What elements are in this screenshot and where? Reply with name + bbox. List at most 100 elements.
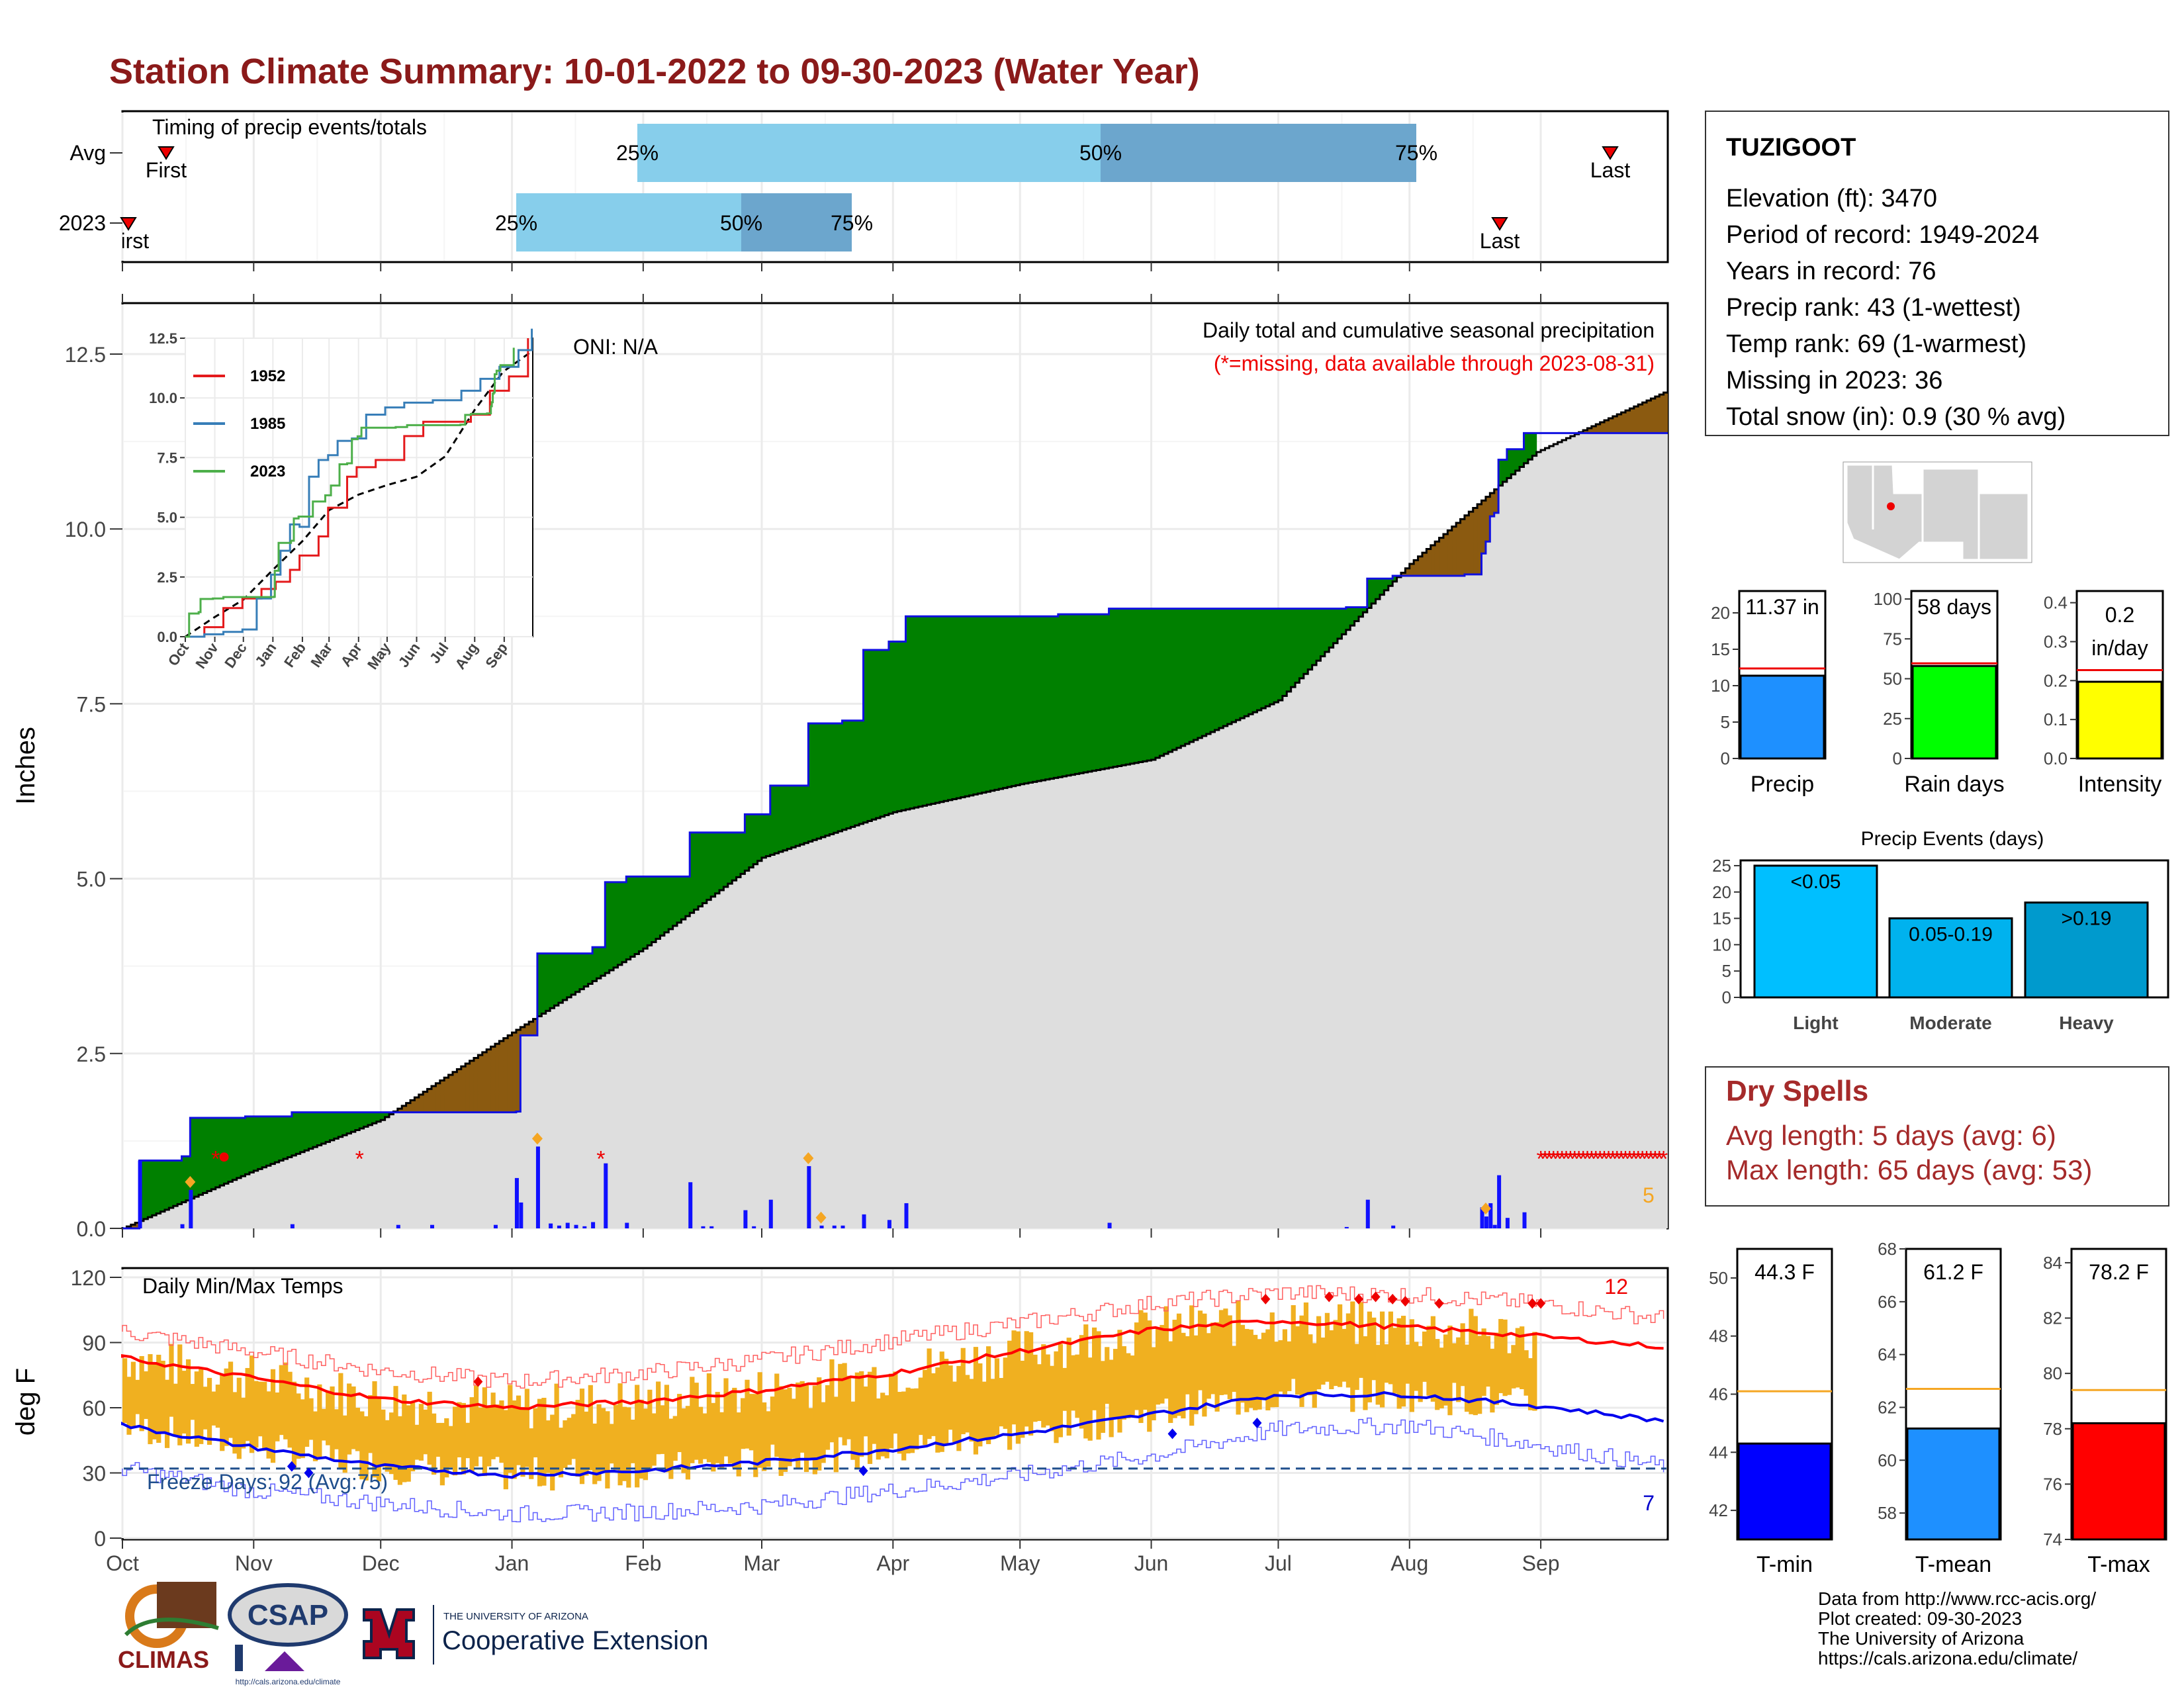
daily-temp-bar [1451,1343,1457,1383]
record-low-marker [1252,1417,1262,1428]
daily-temp-bar [981,1381,987,1440]
record-min-line [122,1417,1664,1523]
daily-temp-bar [1087,1357,1093,1441]
mini-bar-ytick-label: 50 [1883,669,1902,689]
daily-temp-bar [791,1398,796,1459]
station-info-line: Temp rank: 69 (1-warmest) [1726,330,2026,358]
daily-temp-bar [753,1394,758,1477]
daily-temp-bar [1015,1331,1021,1444]
daily-temp-bar [245,1367,250,1441]
precip-event-bar [1753,864,1878,999]
daily-temp-bar [660,1405,665,1454]
precip-event-bar-heavy: >0.19 Heavy [2024,901,2149,1033]
climas-logo-text: CLIMAS [118,1646,209,1673]
daily-temp-bar [994,1358,1000,1436]
daily-temp-bar [614,1404,619,1470]
daily-temp-bar [1257,1339,1262,1410]
missing-marker: * [1608,1146,1617,1171]
daily-temp-bar [990,1379,995,1438]
daily-temp-bar [1447,1325,1453,1416]
snow-marker [185,1175,196,1188]
daily-temp-bar [923,1369,928,1445]
daily-temp-bar [1054,1351,1059,1443]
daily-temp-bar [461,1402,466,1475]
month-label: Jun [1134,1551,1169,1575]
station-info-line: Elevation (ft): 3470 [1726,185,1937,212]
daily-temp-bar [1007,1340,1013,1450]
daily-temp-bar [948,1365,953,1430]
daily-temp-bar [554,1383,559,1473]
daily-temp-bar [1193,1335,1199,1414]
missing-marker: * [1570,1146,1579,1171]
daily-temp-bar [1147,1320,1152,1432]
daily-temp-bar [266,1391,271,1459]
precip-events-panel: Precip Events (days) 0 5 10 15 20 25 <0.05 Ligh… [1694,804,2177,1033]
temp-hot-count: 12 [1604,1275,1628,1299]
missing-marker: * [1545,1146,1553,1171]
month-label: Dec [362,1551,400,1575]
events-ytick-label: 15 [1712,909,1731,929]
y2023-last-label: Last [1480,229,1520,253]
precip-event-bar [2024,901,2149,999]
missing-marker: * [1549,1146,1558,1171]
daily-temp-bar [677,1394,682,1453]
daily-temp-bar [1473,1316,1478,1416]
daily-temp-bar [1367,1311,1372,1402]
daily-temp-bar [664,1385,670,1473]
daily-temp-bar [1036,1364,1042,1422]
missing-marker: * [1587,1146,1596,1171]
daily-temp-bar [330,1386,335,1460]
precip-ytick-label: 5.0 [77,868,106,891]
timing-row-avg-label: Avg [69,141,106,165]
daily-temp-bar [1227,1315,1232,1400]
timing-title: Timing of precip events/totals [152,115,427,139]
daily-temp-bar [1303,1302,1309,1394]
daily-temp-bar [512,1400,517,1479]
daily-precip-bar [625,1222,629,1228]
inset-ytick-label: 0.0 [157,629,177,645]
y2023-bar-q50-q75 [741,193,852,251]
precip-event-range-label: <0.05 [1791,871,1841,893]
record-high-marker [1371,1291,1381,1303]
temp-bar-ytick-label: 62 [1878,1397,1897,1417]
temp-bar-ytick-label: 82 [2043,1308,2062,1328]
csap-url: http://cals.arizona.edu/climate [236,1677,341,1686]
daily-temp-bar [647,1389,653,1471]
daily-temp-bar [1050,1365,1055,1432]
daily-temp-bar [1155,1328,1161,1405]
daily-temp-bar [690,1377,695,1463]
daily-precip-bar [604,1163,608,1228]
inset-ytick-label: 10.0 [149,390,177,406]
daily-temp-bar [1113,1349,1118,1418]
record-high-marker [1400,1296,1410,1307]
daily-temp-bar [1240,1324,1246,1403]
daily-temp-bar [389,1412,394,1475]
precip-event-bar-moderate: 0.05-0.19 Moderate [1888,917,2013,1033]
daily-temp-bar [1422,1331,1428,1382]
avg-q75-label: 75% [1395,141,1437,165]
daily-precip-bar [862,1214,866,1228]
temp-bar-ytick-label: 78 [2043,1419,2062,1439]
mini-bar-ytick-label: 0 [1721,749,1730,768]
temp-bar-ytick-label: 66 [1878,1292,1897,1312]
mini-bar-precip: 0 5 10 15 20 11.37 in Precip [1711,590,1827,797]
record-max-line [122,1285,1664,1389]
daily-precip-bar [819,1225,824,1228]
temp-bar-value [1906,1427,2001,1541]
daily-temp-bar [1185,1336,1190,1394]
avg-first-label: First [146,158,187,182]
daily-temp-bar [1096,1331,1101,1440]
mini-bar-intensity: 0.0 0.1 0.2 0.3 0.4 0.2 in/day Intensity [2044,590,2164,797]
daily-temp-bar [326,1392,331,1445]
daily-temp-bar [1109,1359,1114,1438]
daily-temp-bar [164,1379,170,1448]
mini-bar-ytick-label: 75 [1883,629,1902,649]
daily-temp-bar [486,1406,492,1467]
temp-bar-label: T-min [1756,1552,1813,1577]
missing-marker: * [1651,1146,1659,1171]
precip-events-title: Precip Events (days) [1861,828,2044,850]
daily-temp-bar [414,1424,420,1460]
daily-temp-bar [1100,1361,1105,1433]
daily-temp-bar [1214,1322,1220,1412]
mini-bar-value-label: 58 days [1917,595,1991,619]
